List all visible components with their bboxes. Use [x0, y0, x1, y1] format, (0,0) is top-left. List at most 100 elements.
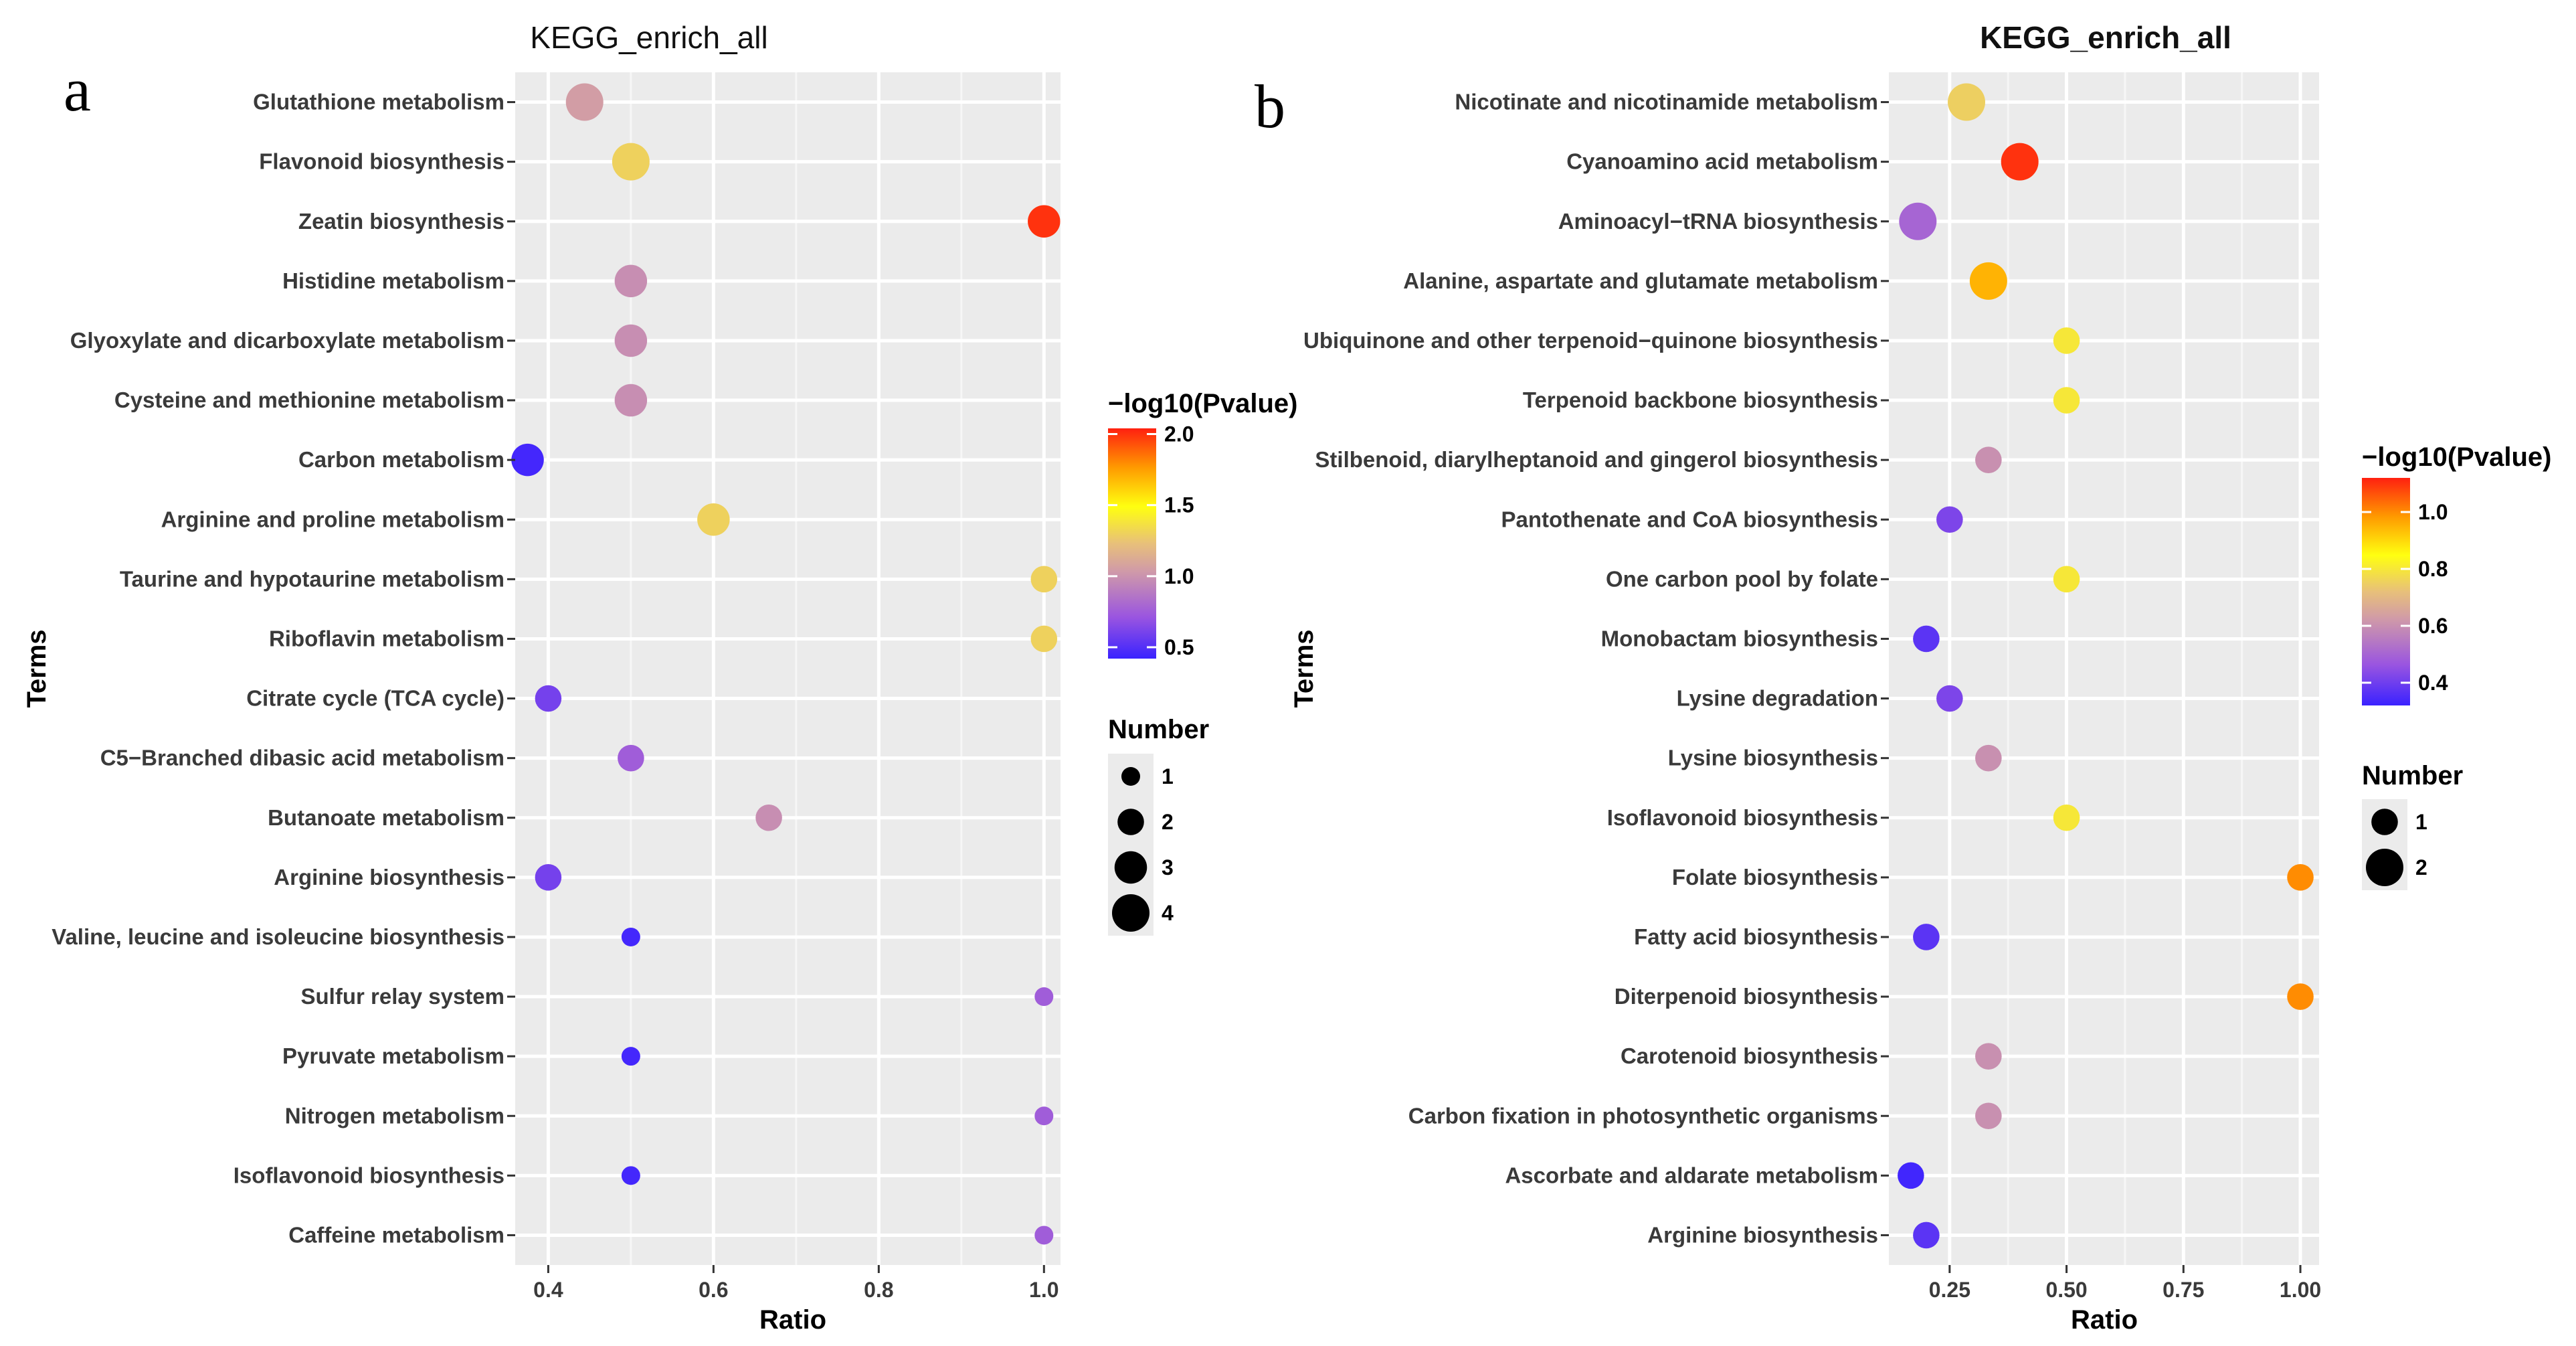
x-tick-label: 1.0	[1029, 1278, 1059, 1302]
size-key-circle	[1114, 851, 1147, 884]
x-tick-label: 0.75	[2163, 1278, 2204, 1302]
data-point	[1913, 1222, 1940, 1249]
data-point	[1969, 262, 2007, 300]
term-label: Ubiquinone and other terpenoid−quinone b…	[1303, 328, 1878, 353]
data-point	[2287, 864, 2314, 891]
x-tick-label: 0.8	[864, 1278, 893, 1302]
term-label: Pyruvate metabolism	[282, 1043, 504, 1068]
x-tick-label: 0.4	[533, 1278, 563, 1302]
data-point	[1030, 625, 1058, 653]
panel-b-gridlines	[1889, 72, 2319, 1265]
data-point	[612, 143, 650, 181]
data-point	[1030, 566, 1058, 593]
panel-a-x-ticks: 0.4 0.6 0.8 1.0	[533, 1265, 1059, 1302]
size-key-circle	[2371, 809, 2398, 835]
size-key-circle	[2366, 849, 2403, 886]
term-label: Ascorbate and aldarate metabolism	[1505, 1163, 1878, 1187]
panel-b-color-legend-title: −log10(Pvalue)	[2362, 442, 2551, 472]
size-key-label: 1	[2415, 810, 2427, 834]
term-label: Flavonoid biosynthesis	[259, 149, 504, 174]
panel-b-title: KEGG_enrich_all	[1980, 20, 2231, 55]
panel-b-term-labels: Nicotinate and nicotinamide metabolism Cy…	[1303, 90, 1889, 1247]
term-label: Glyoxylate and dicarboxylate metabolism	[70, 328, 504, 353]
term-label: Citrate cycle (TCA cycle)	[246, 686, 504, 711]
term-label: Monobactam biosynthesis	[1601, 626, 1878, 651]
size-key-circle	[1112, 894, 1149, 932]
term-label: Cysteine and methionine metabolism	[114, 388, 504, 412]
data-point	[618, 744, 644, 772]
size-key-label: 2	[1162, 810, 1174, 834]
term-label: Taurine and hypotaurine metabolism	[120, 566, 504, 591]
data-point	[1936, 506, 1963, 533]
term-label: Diterpenoid biosynthesis	[1615, 984, 1878, 1009]
panel-b-plot-background	[1889, 72, 2319, 1265]
panel-a-gridlines	[515, 72, 1061, 1265]
size-key-label: 3	[1162, 855, 1174, 879]
data-point	[511, 443, 544, 477]
term-label: Carbon fixation in photosynthetic organi…	[1408, 1103, 1878, 1128]
panel-b-x-ticks: 0.25 0.50 0.75 1.00	[1929, 1265, 2321, 1302]
data-point	[614, 264, 648, 298]
panel-a-title: KEGG_enrich_all	[530, 20, 767, 55]
color-tick-label: 2.0	[1164, 422, 1194, 446]
term-label: Lysine biosynthesis	[1668, 746, 1878, 770]
x-tick-label: 0.25	[1929, 1278, 1970, 1302]
data-point	[2053, 566, 2080, 593]
color-tick-label: 1.5	[1164, 493, 1194, 517]
panel-b-color-bar	[2362, 478, 2410, 705]
data-point	[2053, 327, 2080, 354]
data-point	[1028, 205, 1061, 238]
term-label: Arginine biosynthesis	[274, 865, 504, 890]
size-key-label: 1	[1162, 764, 1174, 788]
term-label: Arginine and proline metabolism	[161, 507, 504, 531]
color-tick-label: 0.6	[2418, 614, 2448, 638]
panel-b-letter: b	[1255, 72, 1285, 141]
panel-a-letter: a	[64, 56, 91, 124]
panel-a-term-labels: Glutathione metabolism Flavonoid biosynth…	[52, 90, 515, 1247]
data-point	[2001, 143, 2039, 181]
data-point	[1975, 446, 2002, 473]
data-point	[755, 804, 782, 831]
term-label: Isoflavonoid biosynthesis	[234, 1163, 504, 1187]
panel-b-size-legend-title: Number	[2362, 761, 2463, 790]
size-key-label: 2	[2415, 855, 2427, 879]
data-point	[2287, 983, 2314, 1010]
panel-b-points	[1898, 83, 2314, 1249]
size-key-circle	[1117, 809, 1144, 835]
panel-a-plot-background	[515, 72, 1061, 1265]
term-label: Folate biosynthesis	[1672, 865, 1878, 890]
data-point	[1975, 744, 2002, 772]
size-key-circle	[1121, 767, 1140, 786]
data-point	[1898, 1162, 1924, 1189]
panel-a-color-ticks: 0.5 1.0 1.5 2.0	[1108, 422, 1194, 659]
term-label: Butanoate metabolism	[268, 805, 504, 830]
term-label: Arginine biosynthesis	[1647, 1222, 1878, 1247]
panel-a-color-bar	[1108, 428, 1156, 659]
data-point	[1948, 83, 1986, 121]
color-tick-label: 0.4	[2418, 671, 2448, 695]
data-point	[1899, 202, 1937, 240]
x-tick-label: 0.50	[2045, 1278, 2087, 1302]
x-tick-label: 0.6	[699, 1278, 728, 1302]
data-point	[621, 1166, 640, 1185]
term-label: Terpenoid backbone biosynthesis	[1523, 388, 1878, 412]
data-point	[565, 83, 604, 121]
term-label: Carbon metabolism	[298, 447, 504, 472]
term-label: Lysine degradation	[1677, 686, 1878, 711]
panel-b-y-axis-label: Terms	[1289, 629, 1319, 707]
data-point	[1975, 1043, 2002, 1070]
term-label: Alanine, aspartate and glutamate metabol…	[1403, 268, 1878, 293]
panel-a-x-axis-label: Ratio	[759, 1305, 826, 1335]
color-tick-label: 1.0	[2418, 500, 2448, 524]
panel-a-size-legend-title: Number	[1108, 715, 1209, 744]
data-point	[1913, 625, 1940, 653]
color-tick-label: 0.8	[2418, 557, 2448, 581]
data-point	[535, 864, 562, 891]
data-point	[614, 384, 648, 417]
color-tick-label: 1.0	[1164, 564, 1194, 588]
color-tick-label: 0.5	[1164, 635, 1194, 659]
term-label: Fatty acid biosynthesis	[1634, 924, 1878, 949]
term-label: Cyanoamino acid metabolism	[1566, 149, 1878, 174]
term-label: Riboflavin metabolism	[269, 626, 504, 651]
